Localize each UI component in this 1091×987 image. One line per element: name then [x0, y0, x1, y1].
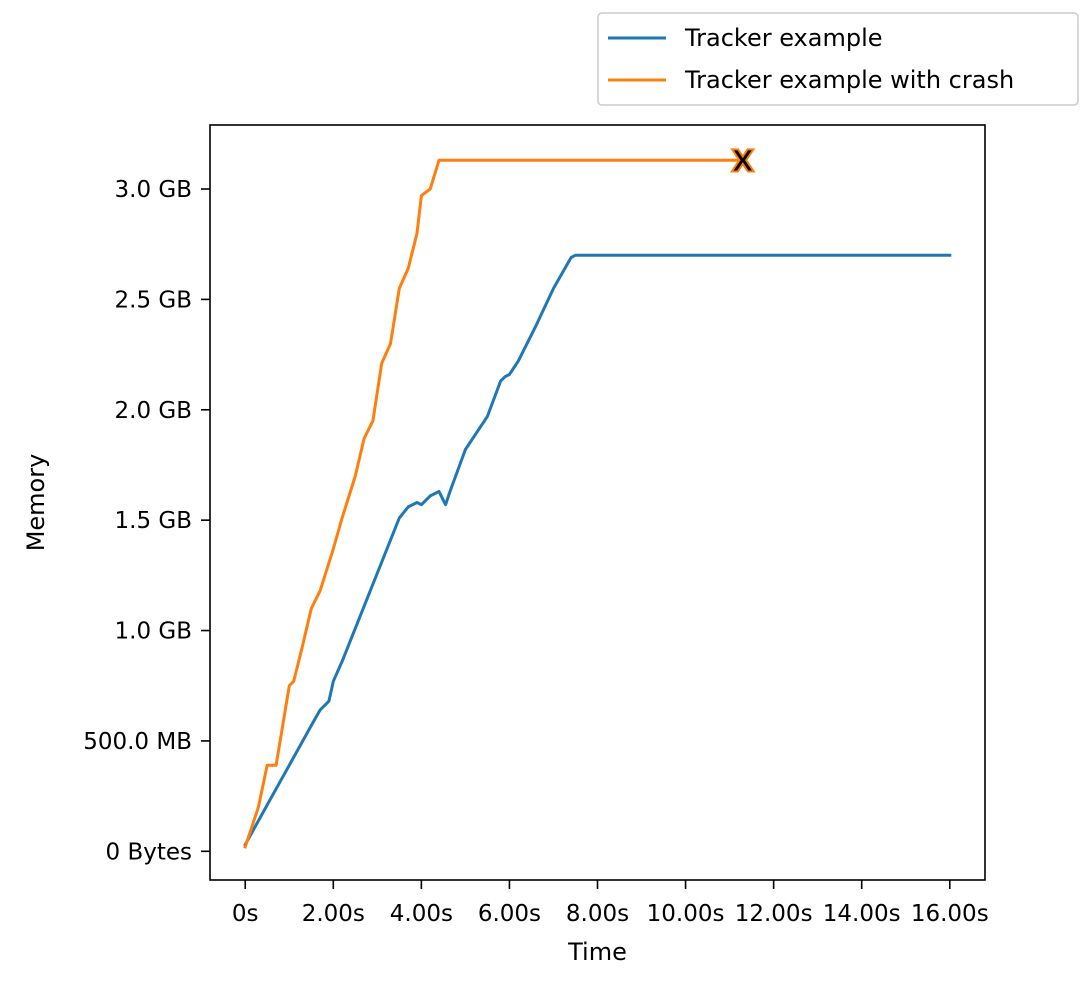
axes-frame [209, 124, 986, 881]
y-tick-label: 2.0 GB [115, 398, 193, 424]
x-tick-label: 10.00s [647, 901, 725, 927]
series-line-0 [243, 253, 952, 847]
crash-marker: X [731, 144, 754, 179]
y-tick-label: 2.5 GB [115, 287, 193, 313]
y-tick-label: 1.5 GB [115, 508, 193, 534]
y-tick-label: 0 Bytes [106, 839, 193, 865]
plot-area: X [243, 143, 952, 849]
x-tick-label: 8.00s [566, 901, 629, 927]
legend: Tracker example Tracker example with cra… [597, 12, 1079, 106]
x-tick-label: 14.00s [823, 901, 901, 927]
x-axis-ticks: 0s 2.00s 4.00s 6.00s 8.00s 10.00s 12.00s 14.00s… [232, 880, 989, 927]
legend-label-tracker-example-with-crash: Tracker example with crash [684, 66, 1014, 94]
y-tick-label: 3.0 GB [115, 177, 193, 203]
x-tick-label: 2.00s [302, 901, 365, 927]
x-tick-label: 6.00s [478, 901, 541, 927]
legend-box [597, 12, 1079, 106]
y-axis-ticks: 0 Bytes 500.0 MB 1.0 GB 1.5 GB 2.0 GB 2.5 GB 3… [83, 177, 210, 865]
series-line-1 [243, 158, 745, 849]
x-axis-label: Time [567, 938, 627, 966]
x-tick-label: 4.00s [390, 901, 453, 927]
y-tick-label: 500.0 MB [83, 729, 192, 755]
x-tick-label: 12.00s [735, 901, 813, 927]
legend-label-tracker-example: Tracker example [684, 24, 883, 52]
x-tick-label: 0s [232, 901, 259, 927]
y-tick-label: 1.0 GB [115, 619, 193, 645]
y-axis-label: Memory [22, 454, 50, 552]
x-tick-label: 16.00s [911, 901, 989, 927]
